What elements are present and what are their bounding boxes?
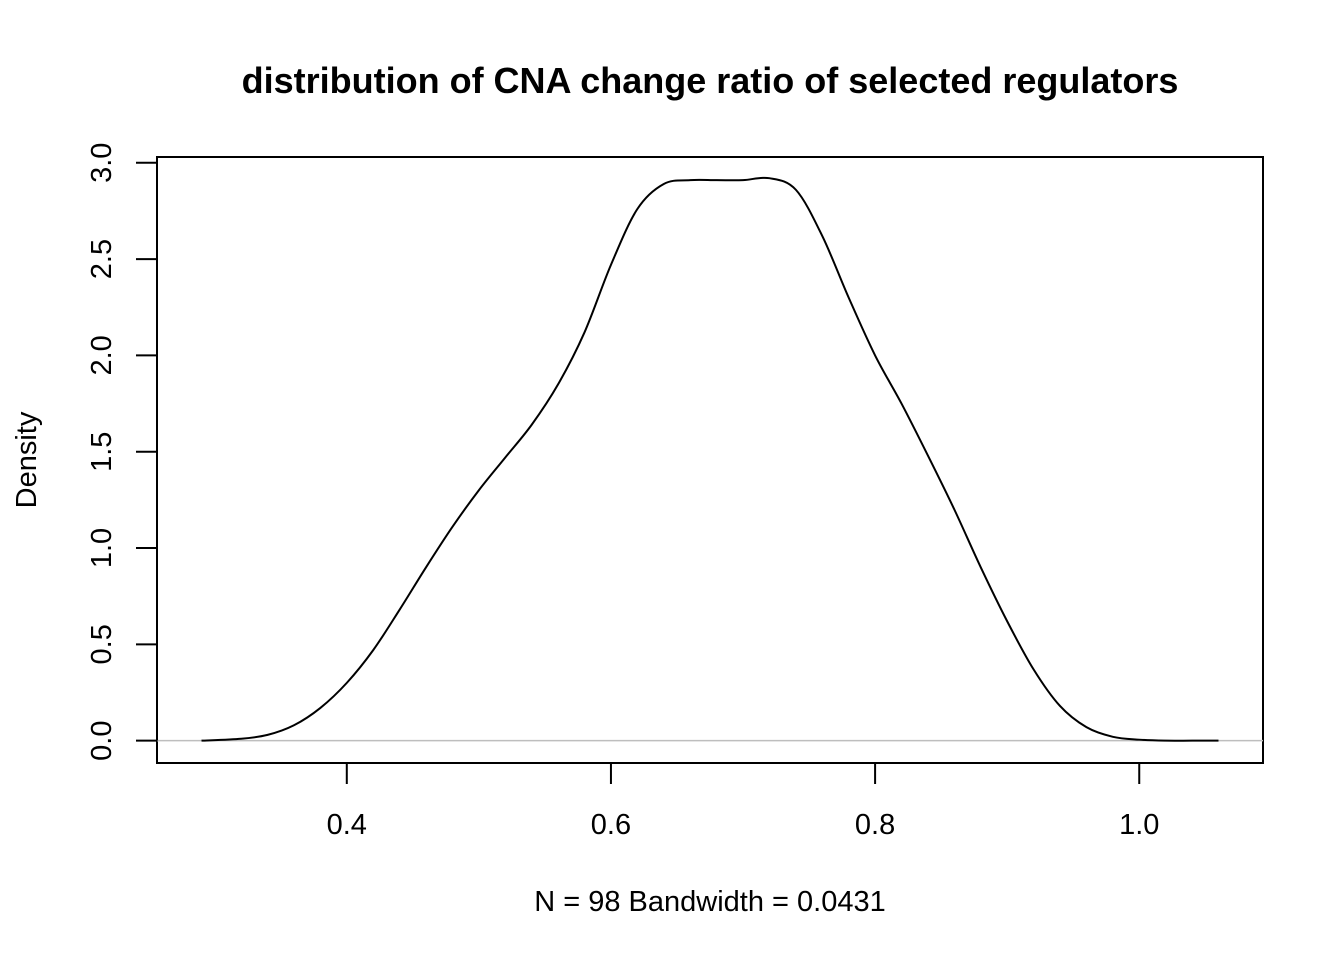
y-tick-label: 0.0 [86,720,118,760]
y-axis-label: Density [11,411,43,508]
x-axis-label: N = 98 Bandwidth = 0.0431 [534,886,885,918]
density-curve [201,176,1219,742]
chart-title: distribution of CNA change ratio of sele… [242,60,1179,101]
y-tick-label: 2.5 [86,239,118,279]
y-tick-label: 2.0 [86,335,118,375]
x-tick-label: 0.4 [327,809,367,841]
plot-frame [156,156,1264,764]
y-tick-label: 1.0 [86,528,118,568]
y-tick-label: 1.5 [86,432,118,472]
x-axis: 0.4 0.6 0.8 1.0 [327,762,1159,841]
x-tick-label: 0.8 [855,809,895,841]
x-tick-label: 0.6 [591,809,631,841]
y-tick-label: 3.0 [86,143,118,183]
y-tick-label: 0.5 [86,624,118,664]
x-tick-label: 1.0 [1119,809,1159,841]
y-axis: 0.0 0.5 1.0 1.5 2.0 2.5 3.0 [86,143,158,761]
